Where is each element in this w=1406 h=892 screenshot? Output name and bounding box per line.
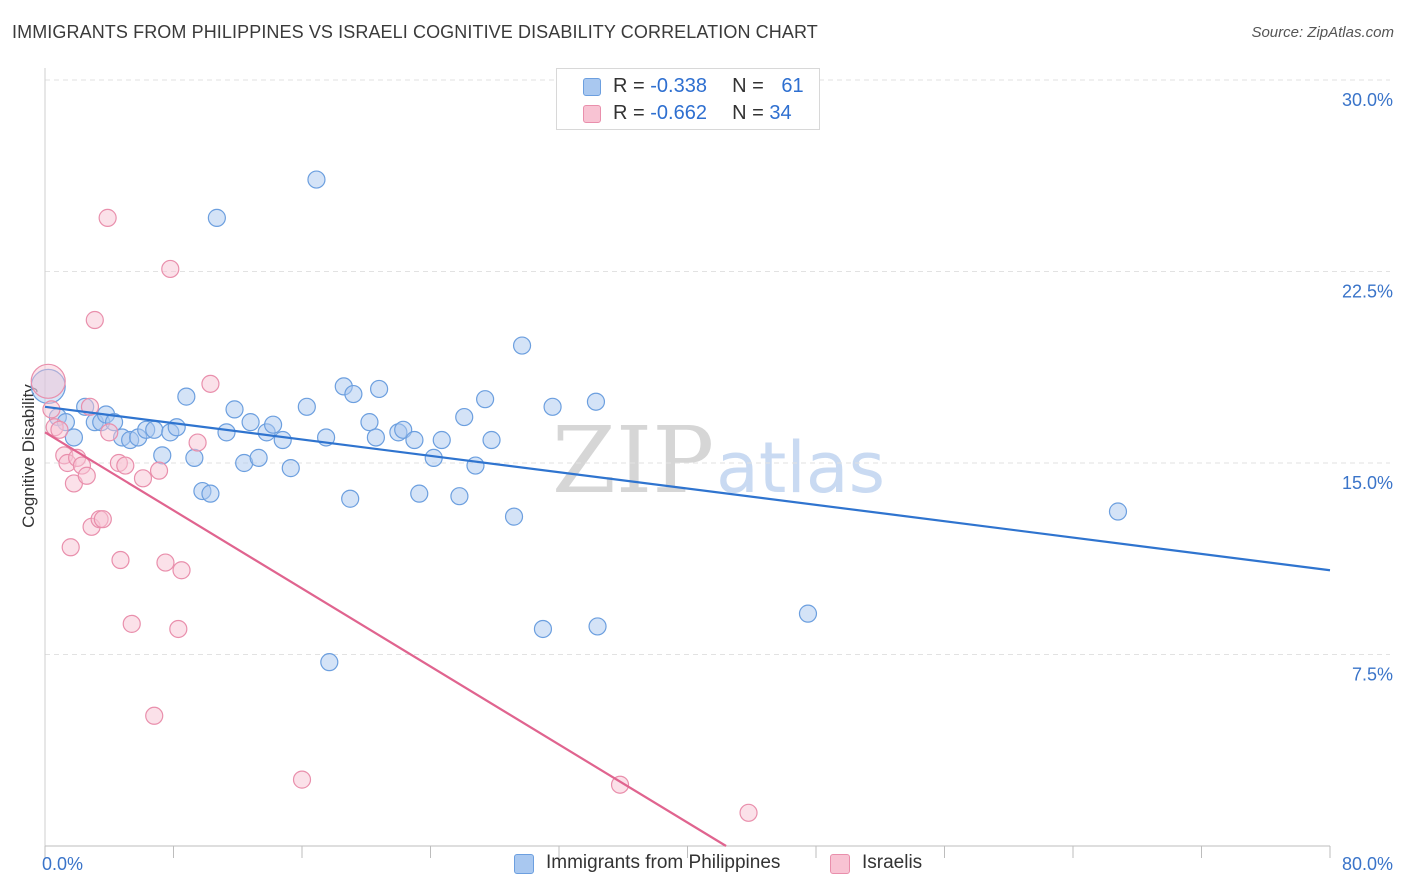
data-point-philippines bbox=[512, 336, 532, 355]
data-point-israelis bbox=[98, 208, 117, 227]
data-point-israelis bbox=[116, 456, 135, 475]
data-point-israelis bbox=[100, 423, 119, 442]
data-point-israelis bbox=[610, 775, 630, 794]
data-point-philippines bbox=[273, 430, 292, 450]
data-point-philippines bbox=[344, 384, 363, 404]
data-point-philippines bbox=[466, 456, 485, 475]
chart-title: IMMIGRANTS FROM PHILIPPINES VS ISRAELI C… bbox=[12, 22, 818, 42]
data-point-philippines bbox=[320, 653, 339, 672]
source-label: Source: ZipAtlas.com bbox=[1251, 24, 1394, 41]
data-point-philippines bbox=[341, 489, 360, 508]
data-point-israelis bbox=[292, 770, 312, 789]
watermark: ZIP atlas bbox=[552, 407, 885, 514]
data-point-israelis bbox=[93, 510, 112, 529]
watermark-zip: ZIP bbox=[552, 407, 714, 514]
data-point-philippines bbox=[177, 387, 196, 406]
data-point-philippines bbox=[167, 418, 186, 437]
data-point-philippines bbox=[455, 407, 474, 427]
legend-r-label: R = bbox=[613, 102, 651, 124]
correlation-legend: R = -0.338 N = 61 R = -0.662 N = 34 bbox=[556, 68, 820, 130]
data-point-israelis bbox=[85, 310, 104, 330]
data-point-israelis bbox=[188, 433, 207, 452]
grid-lines bbox=[45, 79, 1390, 655]
data-point-philippines bbox=[586, 392, 606, 411]
data-point-philippines bbox=[366, 428, 385, 447]
data-point-philippines bbox=[476, 390, 495, 409]
data-point-israelis bbox=[61, 538, 80, 557]
watermark-atlas: atlas bbox=[716, 427, 885, 509]
data-point-israelis bbox=[161, 259, 180, 279]
data-point-philippines bbox=[145, 420, 164, 439]
legend-r-value: -0.338 bbox=[650, 75, 707, 97]
data-point-israelis bbox=[145, 706, 164, 725]
y-axis-label: Cognitive Disability bbox=[19, 384, 38, 528]
bottom-legend-swatch-blue bbox=[514, 854, 534, 874]
data-point-philippines bbox=[798, 604, 818, 623]
legend-swatch-blue bbox=[583, 78, 601, 96]
x-tick-label-max: 80.0% bbox=[1342, 854, 1393, 874]
legend-r-value: -0.662 bbox=[650, 102, 707, 124]
data-point-philippines bbox=[64, 428, 84, 447]
data-point-philippines bbox=[504, 507, 524, 526]
legend-r-label: R = bbox=[613, 75, 651, 97]
data-point-philippines bbox=[543, 397, 562, 416]
legend-n-label: N = bbox=[732, 102, 770, 124]
trend-line-israelis bbox=[44, 431, 727, 847]
data-point-israelis bbox=[133, 469, 153, 488]
bottom-legend-label: Immigrants from Philippines bbox=[546, 852, 781, 873]
data-point-philippines bbox=[482, 430, 501, 450]
y-tick-label: 22.5% bbox=[1342, 282, 1393, 302]
legend-n-value: 34 bbox=[769, 102, 792, 124]
axes bbox=[44, 68, 1331, 858]
data-point-philippines bbox=[533, 619, 553, 639]
data-point-philippines bbox=[1108, 502, 1128, 521]
data-point-philippines bbox=[207, 208, 226, 227]
legend-n-label: N = bbox=[732, 75, 770, 97]
data-point-israelis bbox=[201, 374, 220, 393]
y-tick-label: 7.5% bbox=[1352, 665, 1393, 685]
data-point-philippines bbox=[185, 448, 204, 467]
bottom-legend-swatch-pink bbox=[830, 854, 850, 874]
data-point-philippines bbox=[281, 459, 300, 478]
data-point-philippines bbox=[201, 484, 220, 503]
data-point-philippines bbox=[153, 446, 172, 465]
y-tick-label: 30.0% bbox=[1342, 90, 1393, 110]
bottom-legend-label: Israelis bbox=[862, 852, 923, 873]
data-point-israelis bbox=[169, 619, 188, 639]
data-point-philippines bbox=[225, 400, 244, 419]
trend-line-philippines bbox=[44, 405, 1331, 572]
data-point-israelis bbox=[122, 614, 141, 633]
trend-lines bbox=[44, 405, 1331, 847]
x-tick-label-min: 0.0% bbox=[42, 854, 83, 874]
data-point-israelis bbox=[50, 420, 69, 439]
data-point-israelis bbox=[739, 803, 758, 822]
data-point-israelis bbox=[77, 466, 96, 485]
data-point-philippines bbox=[450, 487, 469, 506]
data-point-israelis bbox=[30, 363, 66, 399]
data-point-philippines bbox=[263, 415, 283, 434]
data-point-philippines bbox=[432, 430, 451, 450]
data-point-philippines bbox=[307, 170, 326, 189]
y-tick-labels: 7.5% 15.0% 22.5% 30.0% bbox=[1342, 90, 1393, 685]
series-israelis-points bbox=[30, 208, 758, 822]
data-point-philippines bbox=[405, 430, 424, 450]
data-point-israelis bbox=[156, 553, 175, 572]
data-point-philippines bbox=[297, 397, 316, 416]
data-point-philippines bbox=[410, 484, 429, 503]
legend-swatch-pink bbox=[583, 105, 601, 123]
data-point-philippines bbox=[360, 413, 379, 432]
data-point-philippines bbox=[249, 448, 268, 467]
data-point-israelis bbox=[149, 461, 169, 480]
data-point-philippines bbox=[241, 413, 260, 432]
data-point-philippines bbox=[394, 420, 413, 439]
data-point-israelis bbox=[172, 561, 191, 580]
data-point-philippines bbox=[370, 379, 389, 399]
legend-n-value: 61 bbox=[781, 75, 804, 97]
data-point-philippines bbox=[588, 617, 607, 636]
data-point-israelis bbox=[111, 550, 130, 570]
y-tick-label: 15.0% bbox=[1342, 473, 1393, 493]
data-point-philippines bbox=[217, 423, 236, 442]
